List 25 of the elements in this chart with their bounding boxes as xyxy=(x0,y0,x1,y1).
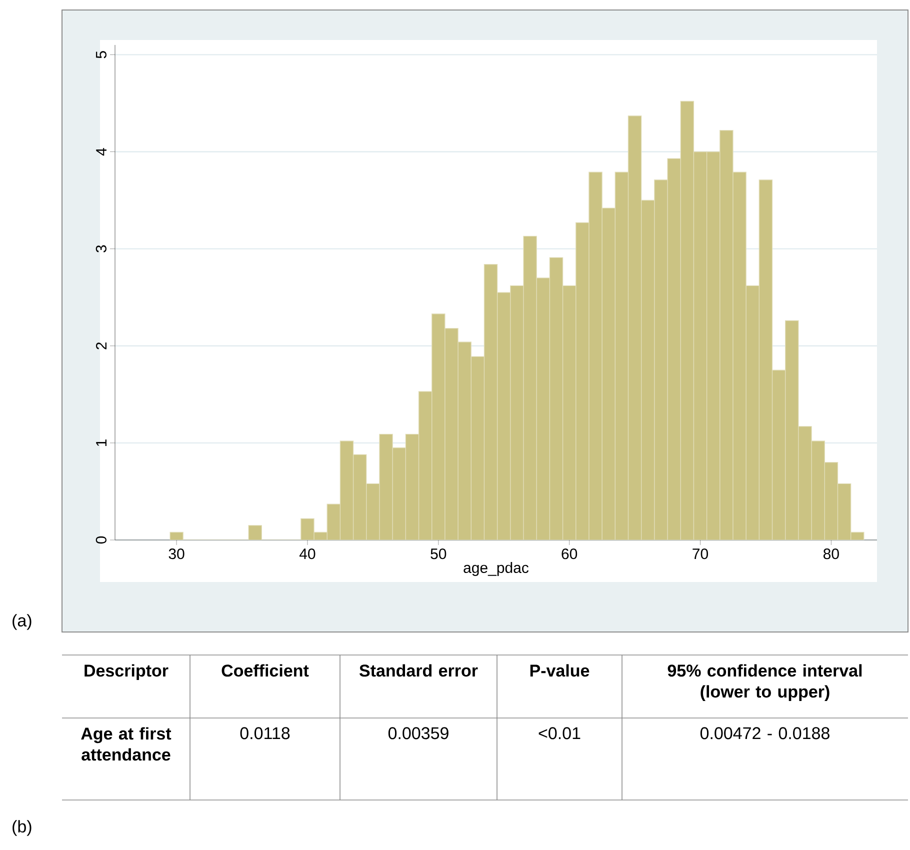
text: (b) xyxy=(12,820,32,836)
text: 0.0118 xyxy=(240,727,290,740)
y-tick-label: 5 xyxy=(96,51,106,58)
text: P-value xyxy=(530,664,590,677)
y-tick-label: 0 xyxy=(96,536,106,544)
text: 0.00472 - 0.0188 xyxy=(700,727,830,740)
text: Descriptor xyxy=(84,664,168,680)
text: 95% confidence interval (lower to upper) xyxy=(668,664,862,702)
x-tick-label: 50 xyxy=(430,548,446,560)
x-axis-title: age_pdac xyxy=(464,562,529,576)
text: Coefficient xyxy=(222,664,309,677)
x-tick-label: 70 xyxy=(692,548,708,560)
text: (a) xyxy=(12,614,32,630)
text: <0.01 xyxy=(538,727,580,740)
text: 0.00359 xyxy=(388,727,448,740)
text: Standard error xyxy=(359,664,478,677)
text: Age at first attendance xyxy=(81,727,172,761)
y-tick-label: 2 xyxy=(96,342,106,350)
x-tick-label: 40 xyxy=(299,548,316,560)
y-tick-label: 3 xyxy=(96,245,106,252)
x-tick-label: 30 xyxy=(168,548,184,560)
x-tick-label: 80 xyxy=(824,548,839,560)
x-tick-label: 60 xyxy=(562,548,578,560)
y-tick-label: 4 xyxy=(96,148,106,156)
y-tick-label: 1 xyxy=(96,439,106,446)
